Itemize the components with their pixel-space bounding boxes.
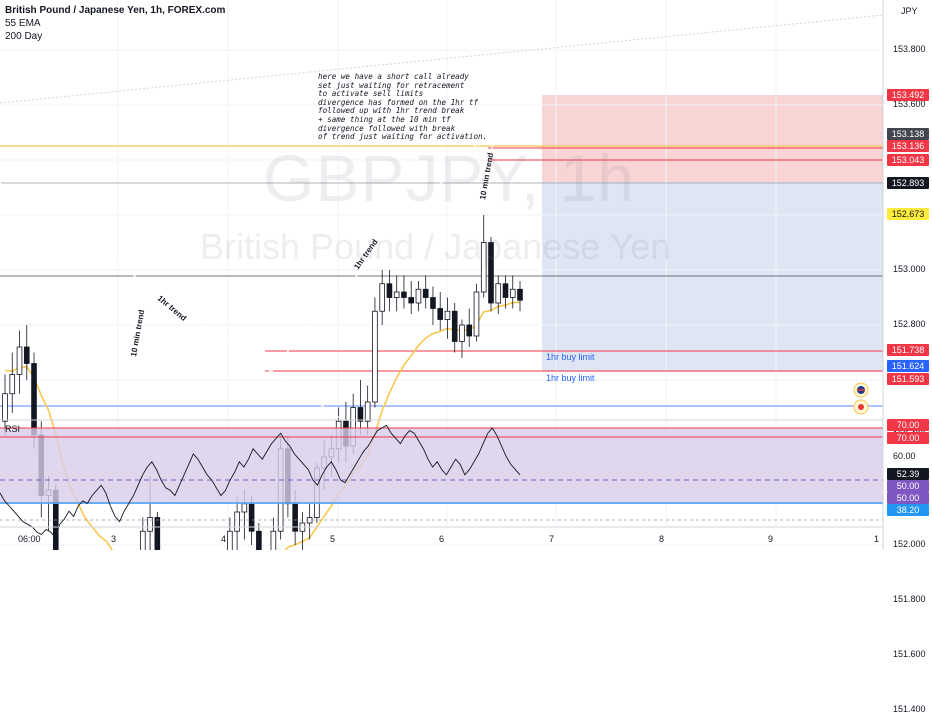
price-tick: 151.800 xyxy=(893,594,926,604)
price-tick: 153.600 xyxy=(893,99,926,109)
candle-body xyxy=(227,530,233,550)
candle-body xyxy=(408,297,414,304)
candle-body xyxy=(517,288,523,301)
time-label: 7 xyxy=(549,534,555,544)
candle-body xyxy=(495,283,502,304)
time-label: 9 xyxy=(768,534,774,544)
price-tag: 151.624 xyxy=(887,360,929,372)
currency-label: JPY xyxy=(901,6,918,16)
time-label: 5 xyxy=(330,534,336,544)
ema-line xyxy=(4,301,521,550)
price-tick: 152.800 xyxy=(893,319,926,329)
time-label: 8 xyxy=(659,534,665,544)
note-line: divergence followed with break xyxy=(318,123,456,133)
time-label: 6 xyxy=(439,534,445,544)
candle-body xyxy=(386,283,393,298)
candle-body xyxy=(422,288,429,298)
candle-body xyxy=(459,324,465,342)
candle-body xyxy=(393,291,400,298)
trendline-1hr-down xyxy=(0,182,341,419)
candle-body xyxy=(23,346,30,364)
price-tick: 153.000 xyxy=(893,264,926,274)
candle-body xyxy=(241,503,248,513)
time-label: 3 xyxy=(111,534,117,544)
price-tag: 152.893 xyxy=(887,177,929,189)
time-label: 4 xyxy=(221,534,227,544)
price-tick: 152.000 xyxy=(893,539,926,549)
rsi-legend[interactable]: RSI xyxy=(5,424,21,434)
candle-body xyxy=(451,310,458,342)
rsi-tag: 50.00 xyxy=(887,492,929,504)
price-tag: 151.593 xyxy=(887,373,929,385)
trendline-10min-b xyxy=(479,121,498,213)
candle-body xyxy=(473,291,480,337)
rsi-tag: 70.00 xyxy=(887,432,929,444)
trendline-1hr-up xyxy=(244,131,489,399)
price-tick: 151.400 xyxy=(893,704,926,714)
sell-zone xyxy=(542,95,883,182)
buy-zone xyxy=(542,182,883,372)
candle-body xyxy=(437,308,444,320)
note-line: here we have a short call already xyxy=(318,72,469,81)
chart-header: British Pound / Japanese Yen, 1h, FOREX.… xyxy=(5,4,225,43)
candle-body xyxy=(372,310,378,403)
price-tag: 153.492 xyxy=(887,89,929,101)
price-tick: 153.800 xyxy=(893,44,926,54)
rsi-tag: 38.20 xyxy=(887,504,929,516)
note-line: followed up with 1hr trend break xyxy=(318,106,465,116)
price-tag: 153.136 xyxy=(887,140,929,152)
candle-body xyxy=(154,517,161,550)
price-tick: 151.600 xyxy=(893,649,926,659)
candle-body xyxy=(256,530,262,550)
candle-body xyxy=(379,283,385,312)
price-tag: 153.043 xyxy=(887,154,929,166)
candle-body xyxy=(270,530,277,550)
rsi-line xyxy=(0,424,521,539)
candle-body xyxy=(444,310,451,320)
note-line: + same thing at the 10 min tf xyxy=(318,114,451,124)
ma-legend[interactable]: 200 Day xyxy=(5,31,43,42)
price-tag: 152.673 xyxy=(887,208,929,220)
candle-body xyxy=(2,393,8,422)
candle-body xyxy=(364,401,371,422)
buy-limit-label-2: 1hr buy limit xyxy=(546,373,595,383)
candle-body xyxy=(16,346,23,375)
candle-body xyxy=(147,517,153,532)
candle-body xyxy=(357,407,364,422)
candle-body xyxy=(140,530,146,550)
time-label: 1 xyxy=(874,534,880,544)
chart-canvas[interactable]: 10 min trend 1hr trend 1hr trend 10 min … xyxy=(0,0,932,550)
price-tag: 153.138 xyxy=(887,128,929,140)
price-tag: 151.738 xyxy=(887,344,929,356)
time-label: 06:00 xyxy=(18,534,41,544)
candle-body xyxy=(31,363,37,436)
rsi-tag: 70.00 xyxy=(887,419,929,431)
note-line: of trend just waiting for activation. xyxy=(318,132,488,142)
candle-body xyxy=(234,511,240,532)
candle-body xyxy=(415,288,422,304)
candle-body xyxy=(401,291,407,298)
candle-body xyxy=(502,283,509,298)
ema-legend[interactable]: 55 EMA xyxy=(5,18,41,29)
rsi-tag: 50.00 xyxy=(887,480,929,492)
candle-body xyxy=(466,324,473,337)
candle-body xyxy=(488,242,494,304)
symbol-title[interactable]: British Pound / Japanese Yen, 1h, FOREX.… xyxy=(5,5,226,16)
japan-flag-dot-icon xyxy=(858,404,864,410)
rsi-band xyxy=(0,428,883,504)
rsi-tag: 52.39 xyxy=(887,468,929,480)
note-line: to activate sell limits xyxy=(318,89,424,99)
buy-limit-label-1: 1hr buy limit xyxy=(546,352,595,362)
candle-body xyxy=(509,288,516,298)
note-line: divergence has formed on the 1hr tf xyxy=(318,97,479,107)
trendline-10min-a xyxy=(124,295,143,379)
candle-body xyxy=(480,242,487,293)
analysis-note: here we have a short call already set jus… xyxy=(318,72,488,142)
candle-body xyxy=(430,297,436,309)
candle-body xyxy=(9,374,16,395)
rsi-tick: 60.00 xyxy=(893,451,916,461)
note-line: set just waiting for retracement xyxy=(318,80,465,90)
